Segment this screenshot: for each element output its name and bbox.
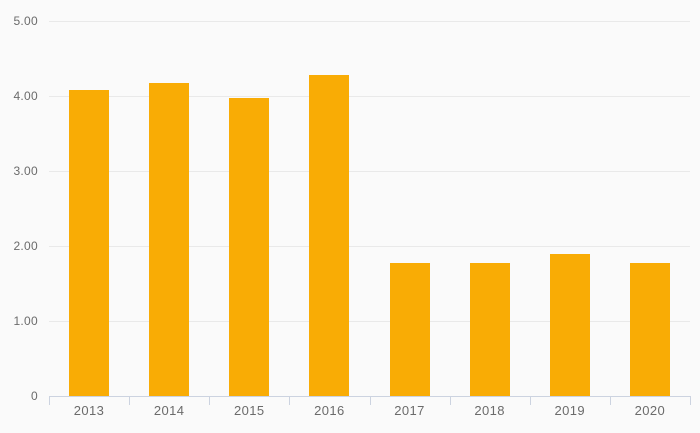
y-tick-label: 4.00 — [13, 89, 38, 103]
x-tick-label-2020: 2020 — [634, 403, 666, 418]
x-tick-label-2018: 2018 — [474, 403, 505, 418]
bar-2014 — [149, 82, 190, 396]
bar-2017 — [389, 262, 430, 396]
bar-2016 — [309, 75, 350, 396]
x-axis-tick — [129, 396, 131, 405]
x-axis-tick — [609, 396, 611, 405]
y-tick-label: 1.00 — [13, 314, 38, 328]
x-axis-tick — [209, 396, 211, 405]
x-tick-label-2017: 2017 — [394, 403, 425, 418]
bar-2020 — [629, 262, 670, 396]
bar-2013 — [69, 90, 110, 396]
x-axis-tick — [49, 396, 50, 405]
x-axis-tick — [449, 396, 451, 405]
gridline-5.00 — [49, 20, 690, 22]
x-axis-tick — [289, 396, 291, 405]
gridline-1.00 — [49, 320, 690, 322]
y-tick-label: 0 — [31, 389, 38, 403]
gridline-3.00 — [49, 170, 690, 172]
bar-2015 — [229, 97, 270, 396]
gridline-2.00 — [49, 245, 690, 247]
bar-2018 — [469, 262, 510, 396]
y-tick-label: 5.00 — [13, 14, 38, 28]
x-axis-tick — [690, 396, 691, 405]
gridline-4.00 — [49, 95, 690, 97]
bar-2019 — [549, 254, 590, 396]
y-tick-label: 2.00 — [13, 239, 38, 253]
x-axis-tick — [369, 396, 371, 405]
x-tick-label-2016: 2016 — [314, 403, 345, 418]
x-axis-tick — [529, 396, 531, 405]
x-tick-label-2014: 2014 — [153, 403, 185, 418]
x-tick-label-2015: 2015 — [234, 403, 265, 418]
x-tick-label-2019: 2019 — [554, 403, 586, 418]
x-tick-label-2013: 2013 — [73, 403, 105, 418]
y-tick-label: 3.00 — [13, 164, 38, 178]
